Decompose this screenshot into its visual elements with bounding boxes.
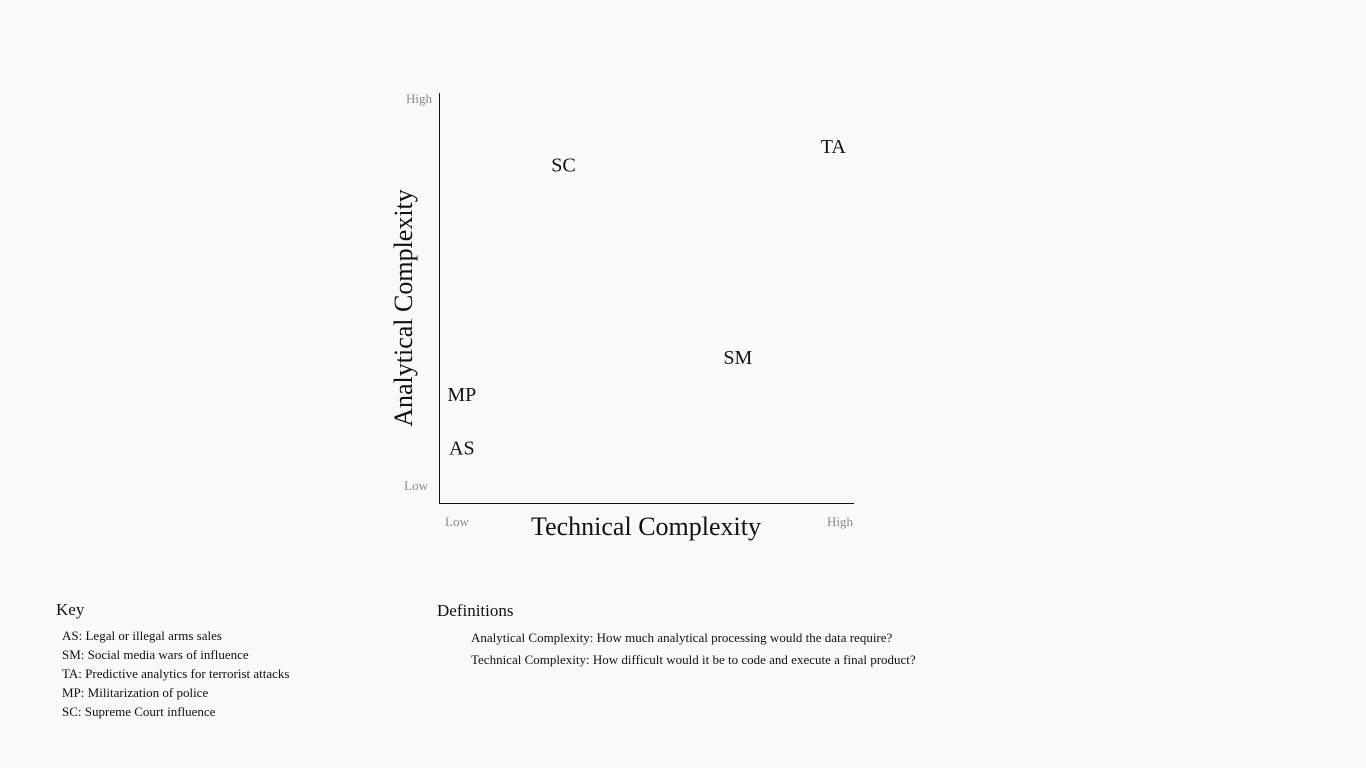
- point-as: AS: [449, 437, 475, 459]
- data-points: AS MP SM SC TA: [447, 136, 846, 459]
- definitions-title: Definitions: [437, 601, 514, 620]
- definition-analytical: Analytical Complexity: How much analytic…: [471, 630, 893, 645]
- y-axis-title: Analytical Complexity: [389, 189, 418, 427]
- definition-technical: Technical Complexity: How difficult woul…: [471, 652, 916, 667]
- point-ta: TA: [821, 136, 847, 158]
- key-item-as: AS: Legal or illegal arms sales: [62, 628, 222, 643]
- x-axis-title: Technical Complexity: [531, 512, 761, 541]
- key-item-sc: SC: Supreme Court influence: [62, 704, 216, 719]
- key-item-sm: SM: Social media wars of influence: [62, 647, 249, 662]
- x-tick-low: Low: [445, 514, 469, 529]
- key-panel: Key AS: Legal or illegal arms sales SM: …: [56, 600, 289, 721]
- key-title: Key: [56, 600, 85, 619]
- y-tick-low: Low: [404, 478, 428, 493]
- x-tick-high: High: [827, 514, 854, 529]
- key-item-ta: TA: Predictive analytics for terrorist a…: [62, 666, 290, 681]
- definitions-panel: Definitions Analytical Complexity: How m…: [437, 601, 916, 671]
- complexity-chart: High Low Low High Technical Complexity A…: [389, 91, 854, 541]
- point-mp: MP: [447, 384, 476, 406]
- definitions-list: Analytical Complexity: How much analytic…: [471, 627, 916, 671]
- point-sc: SC: [551, 154, 575, 176]
- y-tick-high: High: [406, 91, 433, 106]
- key-item-mp: MP: Militarization of police: [62, 685, 209, 700]
- point-sm: SM: [723, 347, 752, 369]
- key-list: AS: Legal or illegal arms sales SM: Soci…: [62, 626, 289, 721]
